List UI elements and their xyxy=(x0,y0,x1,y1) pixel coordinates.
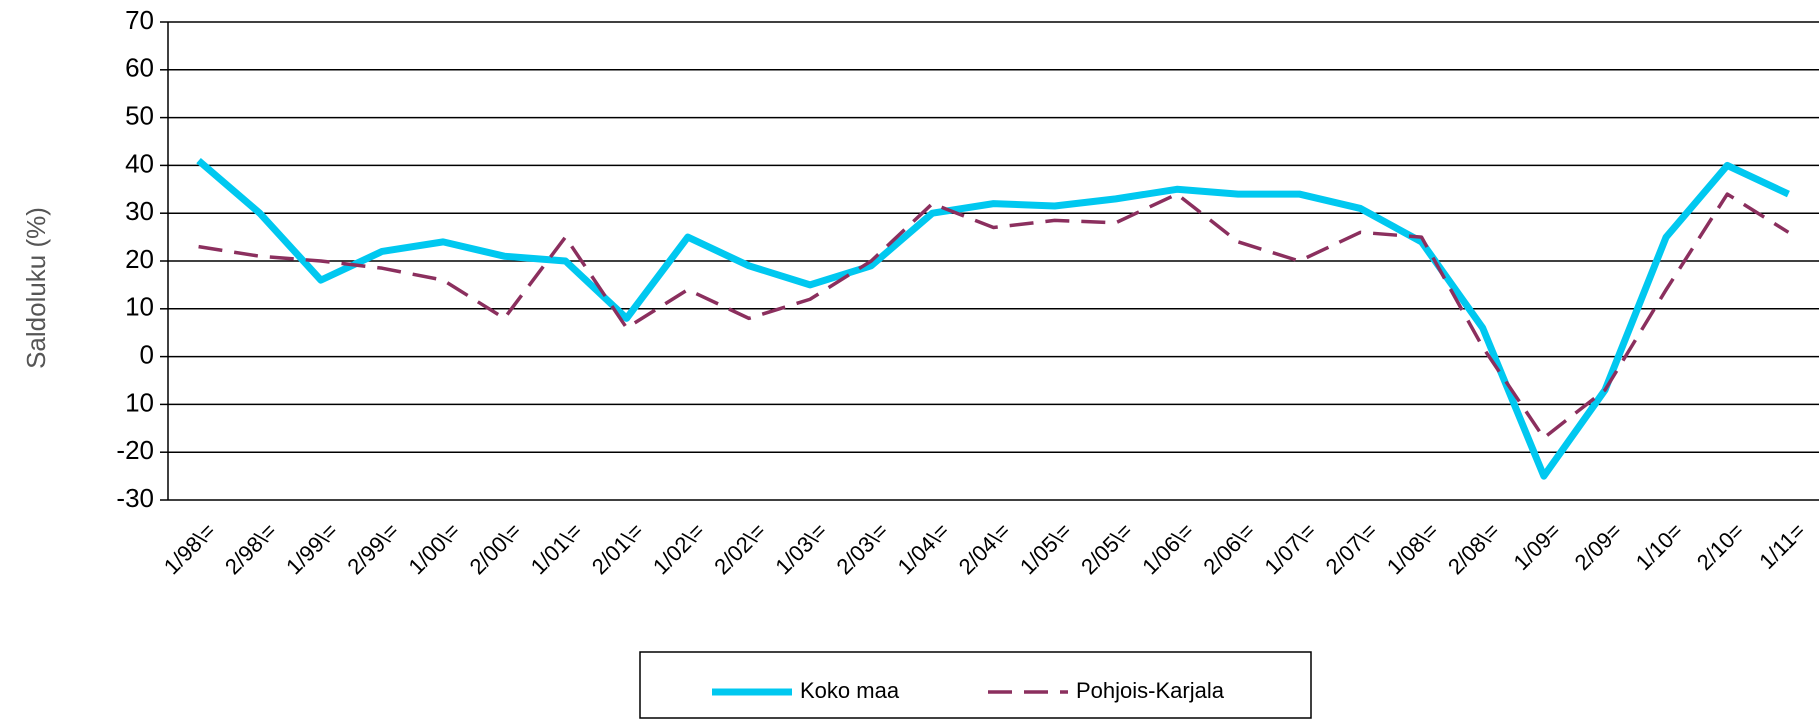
line-series xyxy=(196,157,1790,480)
legend-label: Koko maa xyxy=(800,678,900,703)
x-tick-label: 1/10= xyxy=(1631,518,1688,575)
x-tick-label: 1/07\= xyxy=(1260,518,1321,579)
x-tick-label: 1/00\= xyxy=(403,518,464,579)
y-tick-label: 50 xyxy=(125,100,154,130)
x-tick-label: 2/09= xyxy=(1570,518,1627,575)
legend-box xyxy=(639,651,1312,719)
x-tick-label: 2/04\= xyxy=(954,518,1015,579)
x-tick-label: 1/11= xyxy=(1754,518,1810,574)
x-tick-label: 1/02\= xyxy=(648,518,709,579)
x-tick-label: 1/09= xyxy=(1508,518,1565,575)
x-tick-label: 2/05\= xyxy=(1076,518,1137,579)
y-tick-label: 10 xyxy=(125,292,154,322)
y-tick-label: 40 xyxy=(125,148,154,178)
x-tick-label: 1/05\= xyxy=(1015,518,1076,579)
y-tick-label: -30 xyxy=(116,483,154,513)
legend-label: Pohjois-Karjala xyxy=(1076,678,1225,703)
x-tick-label: 1/01\= xyxy=(526,518,587,579)
y-tick-label: 70 xyxy=(125,5,154,35)
x-tick-label: 1/98\= xyxy=(159,518,220,579)
y-tick-label: 10 xyxy=(125,387,154,417)
x-tick-label: 2/07\= xyxy=(1321,518,1382,579)
x-tick-label: 2/01\= xyxy=(587,518,648,579)
x-tick-label: 2/99\= xyxy=(342,518,403,579)
x-tick-label: 1/04\= xyxy=(893,518,954,579)
y-tick-label: 20 xyxy=(125,244,154,274)
y-axis-label: Saldoluku (%) xyxy=(21,207,51,369)
x-tick-label: 2/08\= xyxy=(1443,518,1504,579)
line-series xyxy=(198,192,1790,440)
y-tick-label: 0 xyxy=(140,339,154,369)
y-tick-label: 60 xyxy=(125,53,154,83)
x-tick-label: 2/98\= xyxy=(220,518,281,579)
x-tick-label: 1/03\= xyxy=(770,518,831,579)
x-tick-label: 2/06\= xyxy=(1198,518,1259,579)
x-tick-label: 1/06\= xyxy=(1137,518,1198,579)
y-tick-label: -20 xyxy=(116,435,154,465)
x-tick-label: 2/00\= xyxy=(465,518,526,579)
x-tick-label: 1/08\= xyxy=(1382,518,1443,579)
x-tick-label: 2/03\= xyxy=(831,518,892,579)
x-tick-label: 2/02\= xyxy=(709,518,770,579)
y-tick-label: 30 xyxy=(125,196,154,226)
x-tick-label: 1/99\= xyxy=(281,518,342,579)
x-tick-label: 2/10= xyxy=(1692,518,1749,575)
